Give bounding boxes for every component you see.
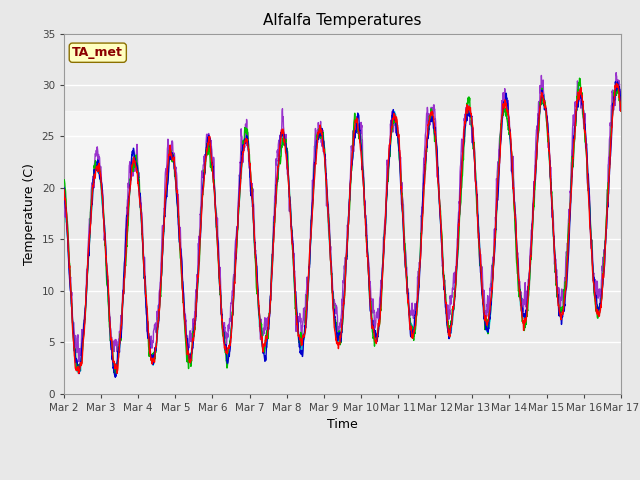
- SonicT: [216, 276, 223, 282]
- SonicT: [612, 70, 620, 75]
- NR01_PRT: [576, 75, 584, 81]
- Line: HMP60: HMP60: [64, 82, 621, 377]
- NR01_PRT: [568, 168, 575, 174]
- NR01_PRT: [371, 339, 379, 345]
- AM25T_PRT: [568, 179, 575, 185]
- PanelT: [60, 187, 68, 192]
- X-axis label: Time: Time: [327, 418, 358, 431]
- HMP60: [111, 374, 119, 380]
- PanelT: [371, 336, 379, 341]
- NR01_PRT: [617, 108, 625, 114]
- SonicT: [568, 148, 575, 154]
- AM25T_PRT: [371, 336, 379, 342]
- NR01_PRT: [584, 175, 591, 181]
- SonicT: [584, 180, 591, 185]
- NR01_PRT: [216, 280, 223, 286]
- PanelT: [216, 276, 223, 282]
- PanelT: [75, 371, 83, 376]
- SonicT: [60, 190, 68, 196]
- NR01_PRT: [504, 127, 512, 133]
- AM25T_PRT: [74, 369, 81, 375]
- PanelT: [568, 178, 575, 184]
- NR01_PRT: [60, 179, 68, 184]
- Line: NR01_PRT: NR01_PRT: [64, 78, 621, 373]
- HMP60: [371, 330, 379, 336]
- Line: AM25T_PRT: AM25T_PRT: [64, 84, 621, 372]
- AM25T_PRT: [584, 160, 591, 166]
- Line: SonicT: SonicT: [64, 72, 621, 362]
- AM25T_PRT: [504, 112, 512, 118]
- PanelT: [504, 111, 512, 117]
- NR01_PRT: [112, 371, 120, 376]
- Legend: PanelT, HMP60, NR01_PRT, SonicT, AM25T_PRT: PanelT, HMP60, NR01_PRT, SonicT, AM25T_P…: [137, 476, 548, 480]
- HMP60: [617, 96, 625, 102]
- HMP60: [359, 167, 367, 173]
- AM25T_PRT: [216, 272, 223, 278]
- AM25T_PRT: [613, 81, 621, 87]
- AM25T_PRT: [617, 107, 625, 112]
- AM25T_PRT: [60, 185, 68, 191]
- SonicT: [617, 88, 625, 94]
- PanelT: [584, 164, 591, 169]
- HMP60: [612, 79, 620, 84]
- Bar: [64, 111, 621, 188]
- SonicT: [184, 360, 191, 365]
- NR01_PRT: [359, 165, 367, 171]
- PanelT: [359, 174, 367, 180]
- Line: PanelT: PanelT: [64, 84, 621, 373]
- SonicT: [504, 108, 512, 114]
- HMP60: [568, 174, 575, 180]
- PanelT: [612, 81, 620, 86]
- AM25T_PRT: [359, 169, 367, 175]
- HMP60: [60, 185, 68, 191]
- HMP60: [216, 280, 223, 286]
- Title: Alfalfa Temperatures: Alfalfa Temperatures: [263, 13, 422, 28]
- HMP60: [504, 111, 512, 117]
- PanelT: [617, 108, 625, 114]
- HMP60: [584, 156, 591, 162]
- Text: TA_met: TA_met: [72, 46, 124, 59]
- SonicT: [359, 155, 367, 161]
- Y-axis label: Temperature (C): Temperature (C): [23, 163, 36, 264]
- SonicT: [371, 321, 379, 327]
